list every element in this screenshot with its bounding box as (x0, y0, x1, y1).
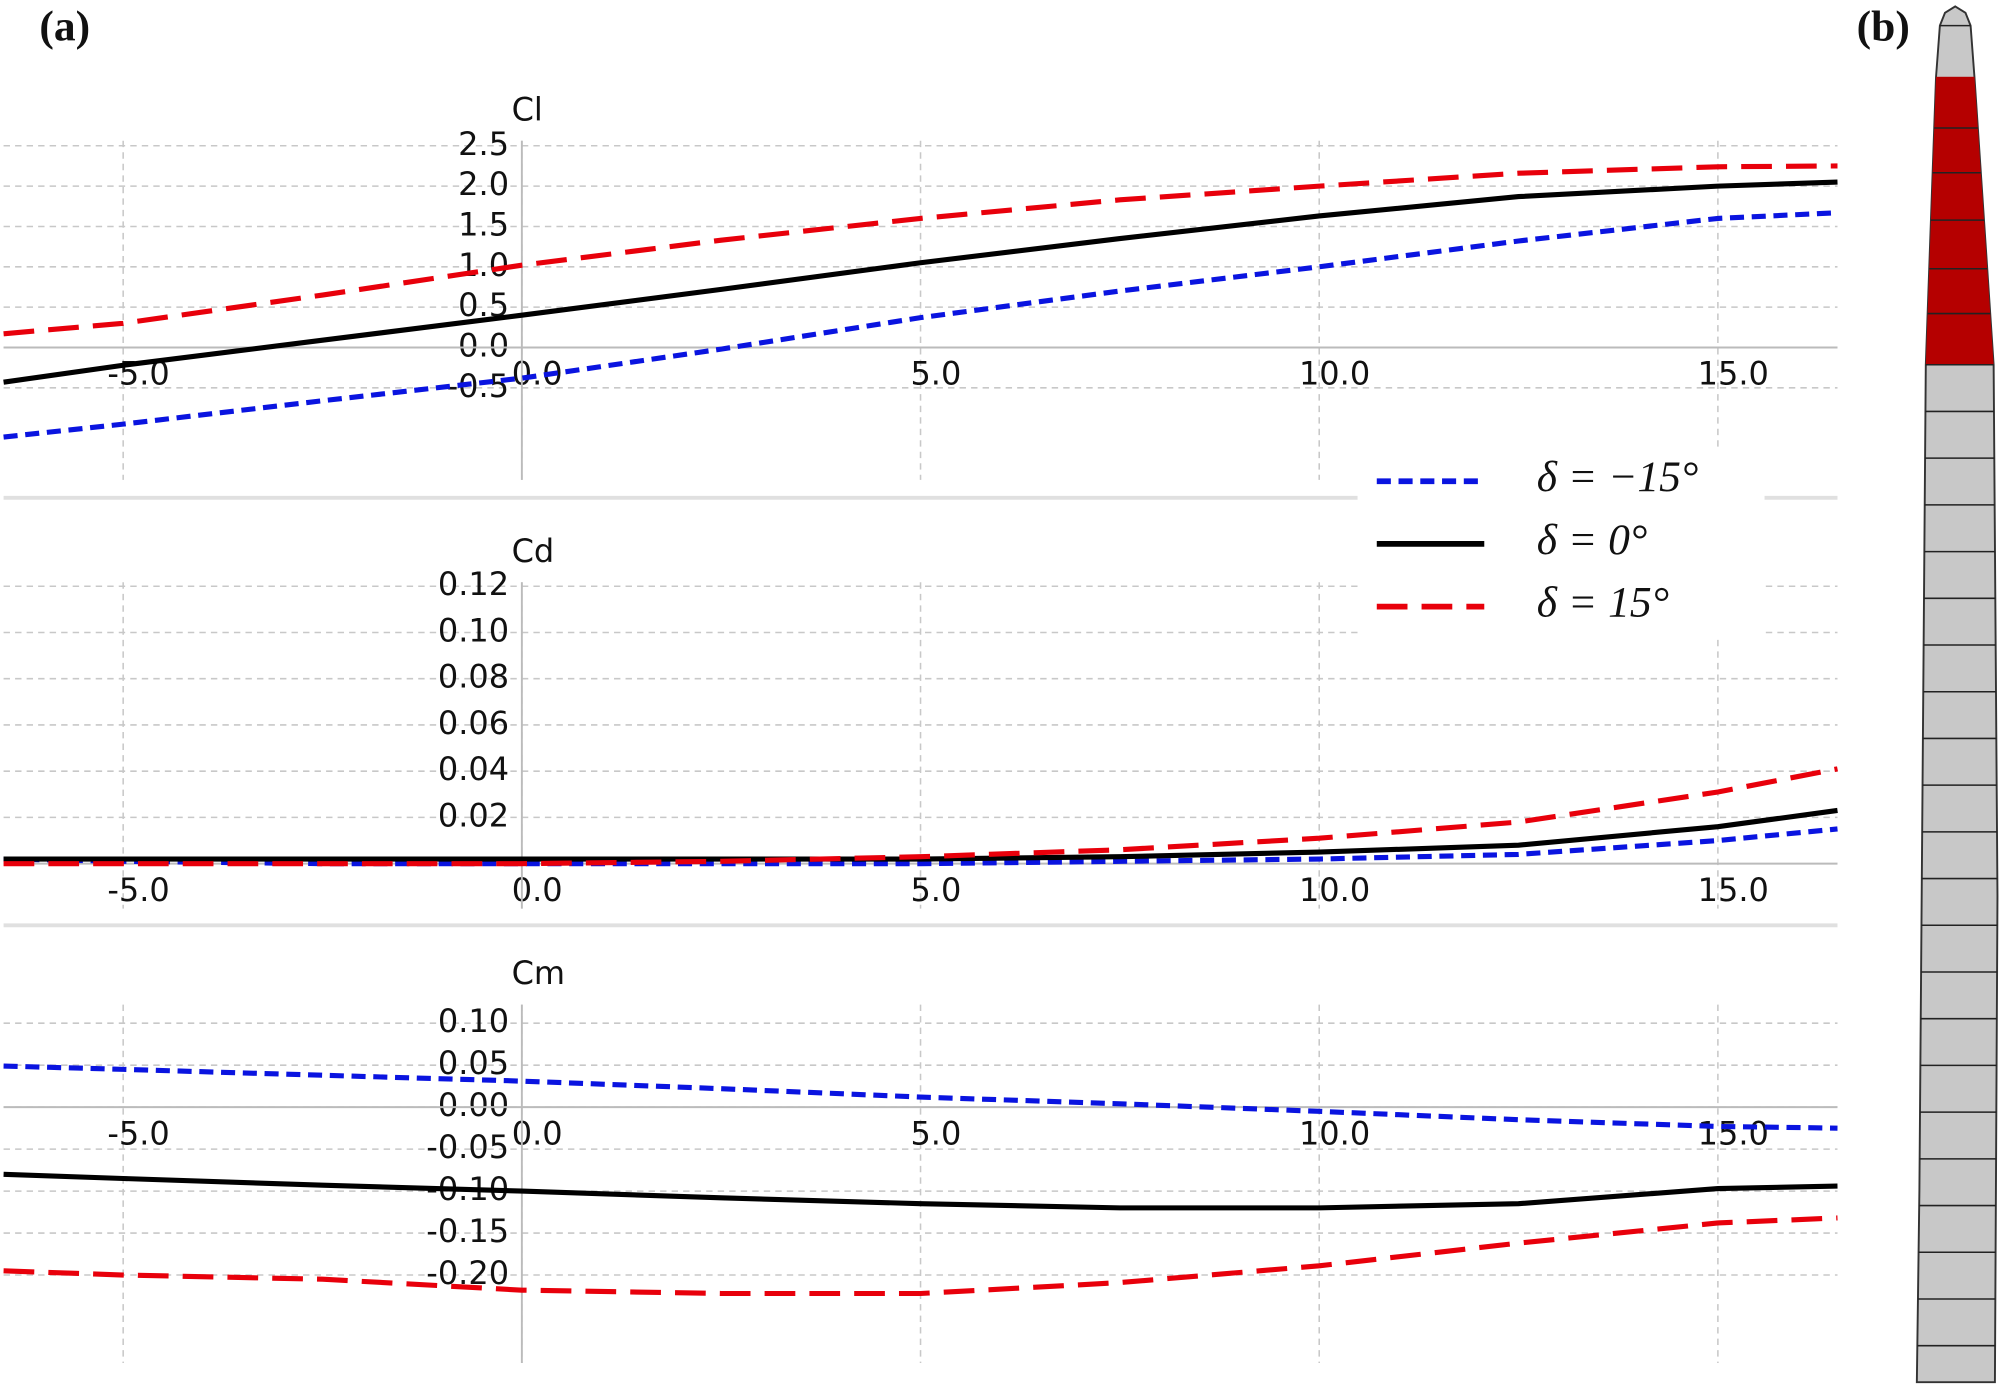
x-tick-label: 15.0 (1698, 1114, 1769, 1152)
x-tick-label: -5.0 (107, 871, 169, 909)
legend-label: δ = −15° (1537, 453, 1699, 501)
y-tick-label: 1.5 (458, 205, 509, 243)
y-tick-label: 0.12 (438, 565, 509, 603)
y-tick-label: 0.10 (438, 1002, 509, 1040)
panel-label: (a) (39, 3, 90, 51)
panel-label: (b) (1857, 3, 1910, 51)
y-tick-label: -0.05 (426, 1128, 509, 1166)
y-tick-label: 2.0 (458, 165, 509, 203)
data-line (3, 210, 1838, 440)
chart-title: Cm (512, 954, 566, 992)
data-line (3, 1215, 1838, 1297)
x-tick-label: 0.0 (512, 1114, 563, 1152)
data-line (3, 766, 1838, 867)
y-tick-label: 1.0 (458, 246, 509, 284)
legend-label: δ = 15° (1537, 579, 1669, 627)
y-tick-label: 0.00 (438, 1086, 509, 1124)
x-tick-label: 15.0 (1698, 871, 1769, 909)
y-tick-label: -0.5 (447, 367, 509, 405)
y-tick-label: 0.02 (438, 796, 509, 834)
y-tick-label: 0.06 (438, 704, 509, 742)
data-line (3, 163, 1838, 337)
data-line (3, 179, 1838, 385)
x-tick-label: 10.0 (1299, 1114, 1370, 1152)
x-tick-label: 10.0 (1299, 355, 1370, 393)
chart-title: Cd (512, 532, 555, 570)
y-tick-label: 0.10 (438, 611, 509, 649)
legend-label: δ = 0° (1537, 516, 1647, 564)
x-tick-label: 15.0 (1698, 355, 1769, 393)
blade-diagram (1915, 5, 1999, 1384)
y-tick-label: 0.08 (438, 658, 509, 696)
data-line (3, 1171, 1838, 1211)
x-tick-label: 5.0 (910, 871, 961, 909)
x-tick-label: 10.0 (1299, 871, 1370, 909)
x-tick-label: 0.0 (512, 871, 563, 909)
y-tick-label: 0.0 (458, 326, 509, 364)
x-tick-label: 5.0 (910, 1114, 961, 1152)
y-tick-label: 0.05 (438, 1044, 509, 1082)
x-tick-label: 5.0 (910, 355, 961, 393)
chart-title: Cl (512, 90, 543, 128)
y-tick-label: -0.15 (426, 1212, 509, 1250)
x-tick-label: -5.0 (107, 1114, 169, 1152)
data-line (3, 1063, 1838, 1131)
y-tick-label: 2.5 (458, 125, 509, 163)
y-tick-label: 0.04 (438, 750, 509, 788)
